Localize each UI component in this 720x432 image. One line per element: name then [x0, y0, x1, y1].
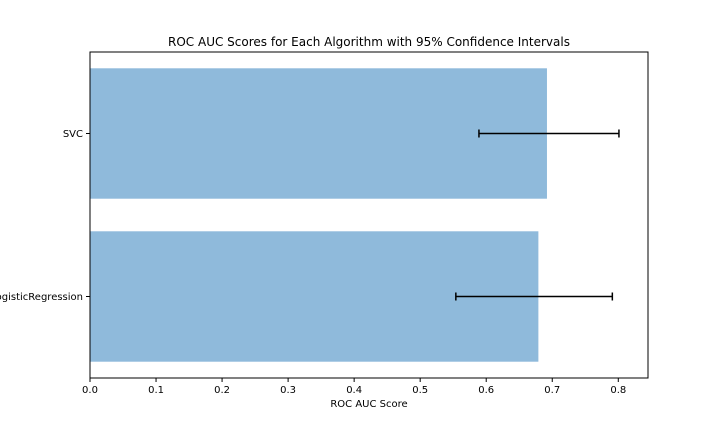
bar — [90, 68, 547, 199]
error-bars-layer — [455, 129, 620, 301]
y-tick-label: LogisticRegression — [0, 292, 83, 303]
x-tick-label: 0.7 — [544, 385, 560, 396]
x-tick-label: 0.5 — [412, 385, 428, 396]
y-axis: LogisticRegression SVC — [0, 129, 90, 303]
x-tick-label: 0.2 — [214, 385, 230, 396]
x-axis: 0.0 0.1 0.2 0.3 0.4 0.5 0.6 0.7 0.8 — [82, 378, 626, 396]
plot-area-frame — [89, 51, 649, 379]
bars-layer — [90, 68, 547, 362]
x-tick-label: 0.4 — [346, 385, 362, 396]
y-tick-label: SVC — [63, 129, 83, 140]
x-axis-label: ROC AUC Score — [330, 399, 407, 410]
chart-title: ROC AUC Scores for Each Algorithm with 9… — [168, 35, 570, 49]
x-tick-label: 0.1 — [148, 385, 164, 396]
x-tick-label: 0.3 — [280, 385, 296, 396]
x-tick-label: 0.6 — [478, 385, 494, 396]
x-tick-label: 0.8 — [610, 385, 626, 396]
x-tick-label: 0.0 — [82, 385, 98, 396]
